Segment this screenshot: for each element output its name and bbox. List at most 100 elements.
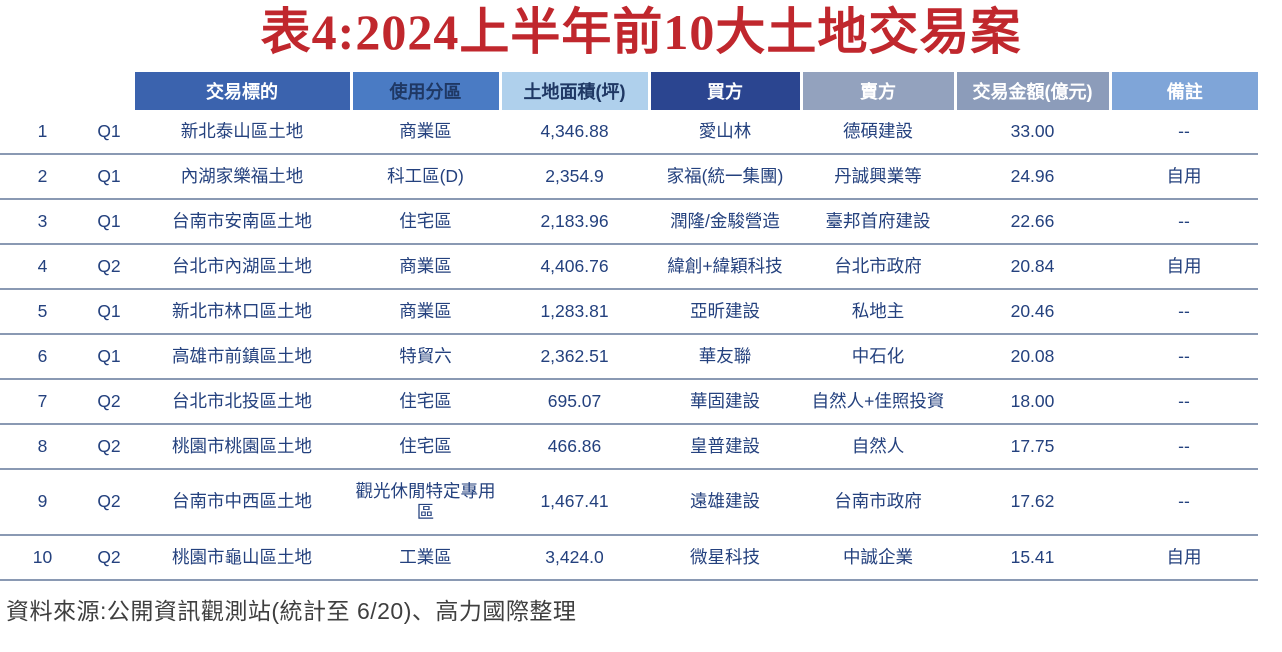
cell-amount: 15.41 <box>1010 546 1055 567</box>
cell-note: -- <box>1178 435 1190 456</box>
cell-rank: 7 <box>37 390 48 411</box>
cell-quarter: Q2 <box>97 390 121 411</box>
cell-quarter: Q2 <box>97 491 121 511</box>
cell-subject: 台南市中西區土地 <box>172 491 312 511</box>
column-header-note: 備註 <box>1108 71 1258 110</box>
cell-quarter: Q2 <box>97 435 121 456</box>
cell-rank: 9 <box>37 491 48 511</box>
cell-zoning: 觀光休閒特定專用區 <box>355 480 496 522</box>
cell-amount: 20.84 <box>1010 255 1055 276</box>
cell-quarter: Q1 <box>97 345 121 366</box>
table-row: 4 Q2 台北市內湖區土地 商業區 4,406.76 緯創+緯穎科技 台北市政府 20.84 自… <box>0 243 1258 289</box>
cell-quarter: Q1 <box>97 165 121 186</box>
cell-seller: 私地主 <box>851 300 905 321</box>
table-row: 10 Q2 桃園市龜山區土地 工業區 3,424.0 微星科技 中誠企業 15.41 自用 <box>0 534 1258 580</box>
header-row: 交易標的 使用分區 土地面積(坪) 買方 賣方 交易金額(億元) 備註 <box>0 71 1258 110</box>
cell-area: 1,283.81 <box>540 300 609 321</box>
cell-rank: 6 <box>37 345 48 366</box>
column-header-quarter <box>85 72 133 110</box>
column-header-rank <box>0 72 85 110</box>
table-row: 2 Q1 內湖家樂福土地 科工區(D) 2,354.9 家福(統一集團) 丹誠興業等 24.9… <box>0 153 1258 199</box>
table-row: 6 Q1 高雄市前鎮區土地 特貿六 2,362.51 華友聯 中石化 20.08 -- <box>0 333 1258 379</box>
cell-buyer: 微星科技 <box>690 546 760 567</box>
cell-subject: 內湖家樂福土地 <box>180 165 304 186</box>
cell-amount: 22.66 <box>1010 210 1055 231</box>
table-body: 1 Q1 新北泰山區土地 商業區 4,346.88 愛山林 德碩建設 33.00 -- 2 Q1 內湖… <box>0 110 1258 580</box>
cell-zoning: 商業區 <box>399 255 452 276</box>
cell-area: 466.86 <box>547 435 602 456</box>
cell-seller: 臺邦首府建設 <box>825 210 931 231</box>
column-header-subject: 交易標的 <box>131 71 351 110</box>
cell-seller: 德碩建設 <box>843 120 913 141</box>
source-note: 資料來源:公開資訊觀測站(統計至 6/20)、高力國際整理 <box>6 597 577 624</box>
cell-seller: 台南市政府 <box>834 491 922 511</box>
cell-zoning: 住宅區 <box>399 435 452 456</box>
cell-quarter: Q1 <box>97 210 121 231</box>
cell-rank: 1 <box>37 120 48 141</box>
cell-zoning: 科工區(D) <box>387 165 464 186</box>
cell-subject: 桃園市桃園區土地 <box>172 435 312 456</box>
cell-area: 695.07 <box>547 390 602 411</box>
cell-rank: 4 <box>37 255 48 276</box>
cell-seller: 自然人 <box>851 435 905 456</box>
table-row: 5 Q1 新北市林口區土地 商業區 1,283.81 亞昕建設 私地主 20.46 -- <box>0 288 1258 334</box>
land-transactions-table: 交易標的 使用分區 土地面積(坪) 買方 賣方 交易金額(億元) 備註 1 Q1 新北泰山區土地… <box>0 71 1258 581</box>
table-row: 7 Q2 台北市北投區土地 住宅區 695.07 華固建設 自然人+佳照投資 18.00 -- <box>0 378 1258 424</box>
cell-rank: 2 <box>37 165 48 186</box>
cell-rank: 8 <box>37 435 48 456</box>
cell-amount: 17.62 <box>1010 491 1055 511</box>
cell-zoning: 住宅區 <box>399 210 452 231</box>
cell-note: -- <box>1178 120 1190 141</box>
column-header-seller: 賣方 <box>799 71 955 110</box>
cell-buyer: 家福(統一集團) <box>666 165 784 186</box>
cell-quarter: Q2 <box>97 546 121 567</box>
cell-amount: 20.08 <box>1010 345 1055 366</box>
cell-rank: 10 <box>32 546 53 567</box>
cell-area: 4,406.76 <box>540 255 609 276</box>
cell-rank: 3 <box>37 210 48 231</box>
table-header-row: 交易標的 使用分區 土地面積(坪) 買方 賣方 交易金額(億元) 備註 <box>0 71 1258 110</box>
cell-note: 自用 <box>1166 165 1202 186</box>
cell-subject: 台南市安南區土地 <box>172 210 312 231</box>
cell-quarter: Q1 <box>97 120 121 141</box>
cell-area: 2,362.51 <box>540 345 609 366</box>
cell-amount: 17.75 <box>1010 435 1055 456</box>
cell-note: -- <box>1178 491 1190 511</box>
table-row: 3 Q1 台南市安南區土地 住宅區 2,183.96 潤隆/金駿營造 臺邦首府建設 22.66… <box>0 198 1258 244</box>
cell-buyer: 愛山林 <box>698 120 752 141</box>
table-row: 1 Q1 新北泰山區土地 商業區 4,346.88 愛山林 德碩建設 33.00 -- <box>0 110 1258 154</box>
cell-seller: 自然人+佳照投資 <box>811 390 945 411</box>
column-header-amount: 交易金額(億元) <box>953 71 1110 110</box>
cell-seller: 中誠企業 <box>843 546 913 567</box>
cell-buyer: 遠雄建設 <box>690 491 760 511</box>
cell-area: 2,354.9 <box>545 165 604 186</box>
cell-buyer: 潤隆/金駿營造 <box>670 210 780 231</box>
cell-note: -- <box>1178 210 1190 231</box>
cell-area: 1,467.41 <box>540 491 609 511</box>
cell-area: 2,183.96 <box>540 210 609 231</box>
cell-buyer: 皇普建設 <box>690 435 760 456</box>
cell-note: -- <box>1178 300 1190 321</box>
cell-subject: 新北泰山區土地 <box>180 120 304 141</box>
cell-buyer: 亞昕建設 <box>690 300 760 321</box>
column-header-buyer: 買方 <box>647 71 801 110</box>
cell-seller: 台北市政府 <box>834 255 922 276</box>
cell-area: 3,424.0 <box>545 546 604 567</box>
cell-seller: 丹誠興業等 <box>834 165 922 186</box>
cell-zoning: 商業區 <box>399 300 452 321</box>
cell-quarter: Q1 <box>97 300 121 321</box>
cell-subject: 台北市北投區土地 <box>172 390 312 411</box>
cell-zoning: 特貿六 <box>399 345 452 366</box>
cell-amount: 18.00 <box>1010 390 1055 411</box>
table-row: 9 Q2 台南市中西區土地 觀光休閒特定專用區 1,467.41 遠雄建設 台南市政府 17.… <box>0 468 1258 535</box>
cell-rank: 5 <box>37 300 48 321</box>
cell-subject: 桃園市龜山區土地 <box>172 546 312 567</box>
page-title: 表4:2024上半年前10大土地交易案 <box>260 4 1022 60</box>
cell-zoning: 工業區 <box>399 546 452 567</box>
cell-note: 自用 <box>1166 255 1202 276</box>
cell-buyer: 華友聯 <box>698 345 752 366</box>
cell-zoning: 住宅區 <box>399 390 452 411</box>
cell-subject: 高雄市前鎮區土地 <box>172 345 312 366</box>
cell-amount: 33.00 <box>1010 120 1055 141</box>
